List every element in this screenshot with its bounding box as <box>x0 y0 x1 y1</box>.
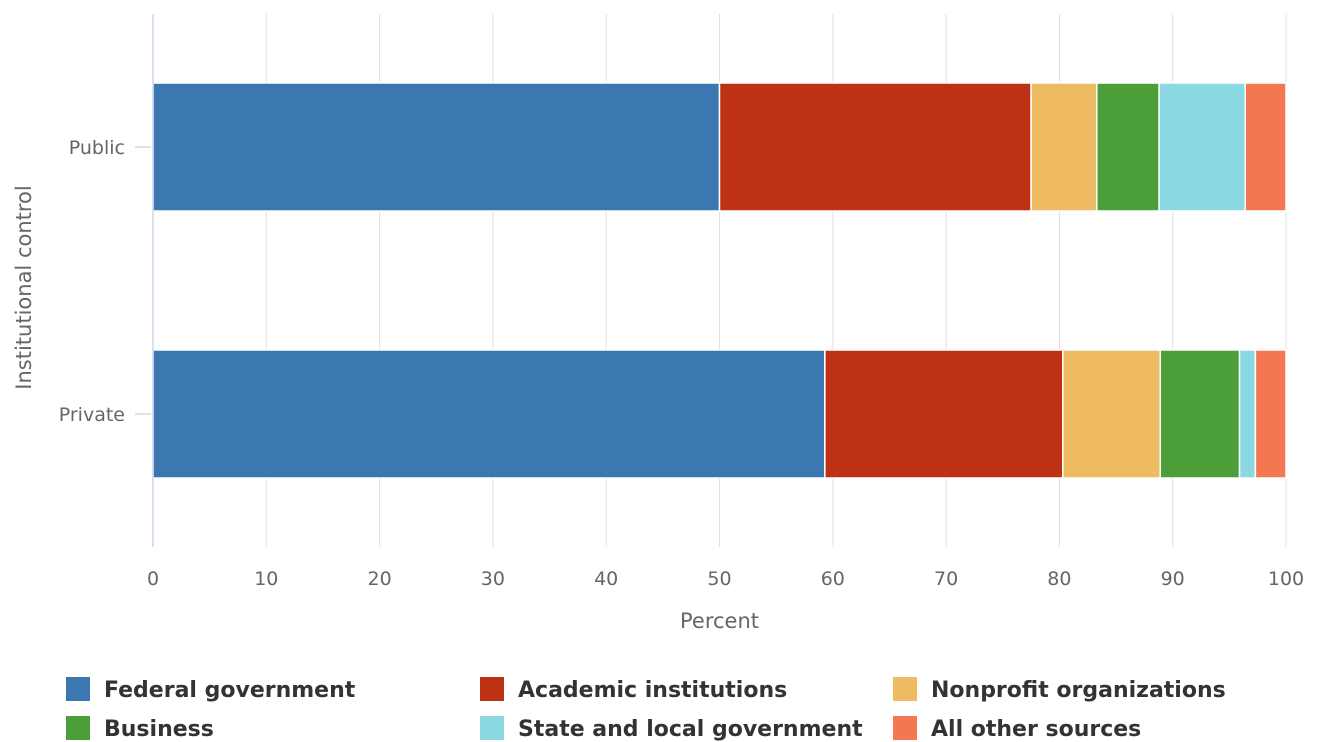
bar-segment[interactable] <box>1254 349 1287 479</box>
legend-item[interactable]: Academic institutions <box>480 677 787 703</box>
bar-segment[interactable] <box>1030 82 1098 212</box>
x-tick-label: 30 <box>481 568 505 590</box>
bar-segment[interactable] <box>1159 349 1241 479</box>
bar-segment[interactable] <box>718 82 1032 212</box>
legend-item[interactable]: Federal government <box>66 677 356 703</box>
bar-segment[interactable] <box>1238 349 1257 479</box>
bar-segment[interactable] <box>824 349 1064 479</box>
bars <box>152 82 1287 479</box>
x-tick-label: 40 <box>594 568 618 590</box>
axes: 0 10 20 30 40 50 60 70 80 90 100 Public Private <box>59 14 1304 590</box>
y-axis-title: Institutional control <box>12 185 36 389</box>
x-tick-label: 90 <box>1161 568 1185 590</box>
bar-segment[interactable] <box>1244 82 1287 212</box>
y-tick-label: Private <box>59 404 125 426</box>
legend-item[interactable]: Business <box>66 716 214 742</box>
x-tick-label: 80 <box>1047 568 1071 590</box>
y-tick-label: Public <box>69 137 125 159</box>
legend-label: State and local government <box>518 717 863 742</box>
legend-item[interactable]: All other sources <box>893 716 1141 742</box>
x-tick-label: 60 <box>821 568 845 590</box>
bar-segment[interactable] <box>1062 349 1161 479</box>
legend-label: Academic institutions <box>518 678 787 703</box>
legend-label: Federal government <box>104 678 356 703</box>
legend-swatch <box>893 677 917 701</box>
x-tick-label: 70 <box>934 568 958 590</box>
legend-swatch <box>66 677 90 701</box>
x-tick-label: 100 <box>1268 568 1304 590</box>
x-tick-label: 10 <box>254 568 278 590</box>
bar-segment[interactable] <box>1158 82 1246 212</box>
legend-swatch <box>66 716 90 740</box>
legend-label: All other sources <box>931 717 1141 742</box>
legend-label: Nonprofit organizations <box>931 678 1226 703</box>
legend-swatch <box>893 716 917 740</box>
x-axis-title: Percent <box>680 609 759 633</box>
legend-item[interactable]: State and local government <box>480 716 863 742</box>
legend-item[interactable]: Nonprofit organizations <box>893 677 1226 703</box>
legend: Federal government Academic institutions N… <box>66 677 1226 742</box>
bar-segment[interactable] <box>152 349 826 479</box>
x-tick-label: 0 <box>147 568 159 590</box>
bar-segment[interactable] <box>1096 82 1160 212</box>
x-tick-label: 50 <box>707 568 731 590</box>
legend-label: Business <box>104 717 214 742</box>
legend-swatch <box>480 677 504 701</box>
legend-swatch <box>480 716 504 740</box>
bar-segment[interactable] <box>152 82 721 212</box>
x-tick-label: 20 <box>368 568 392 590</box>
